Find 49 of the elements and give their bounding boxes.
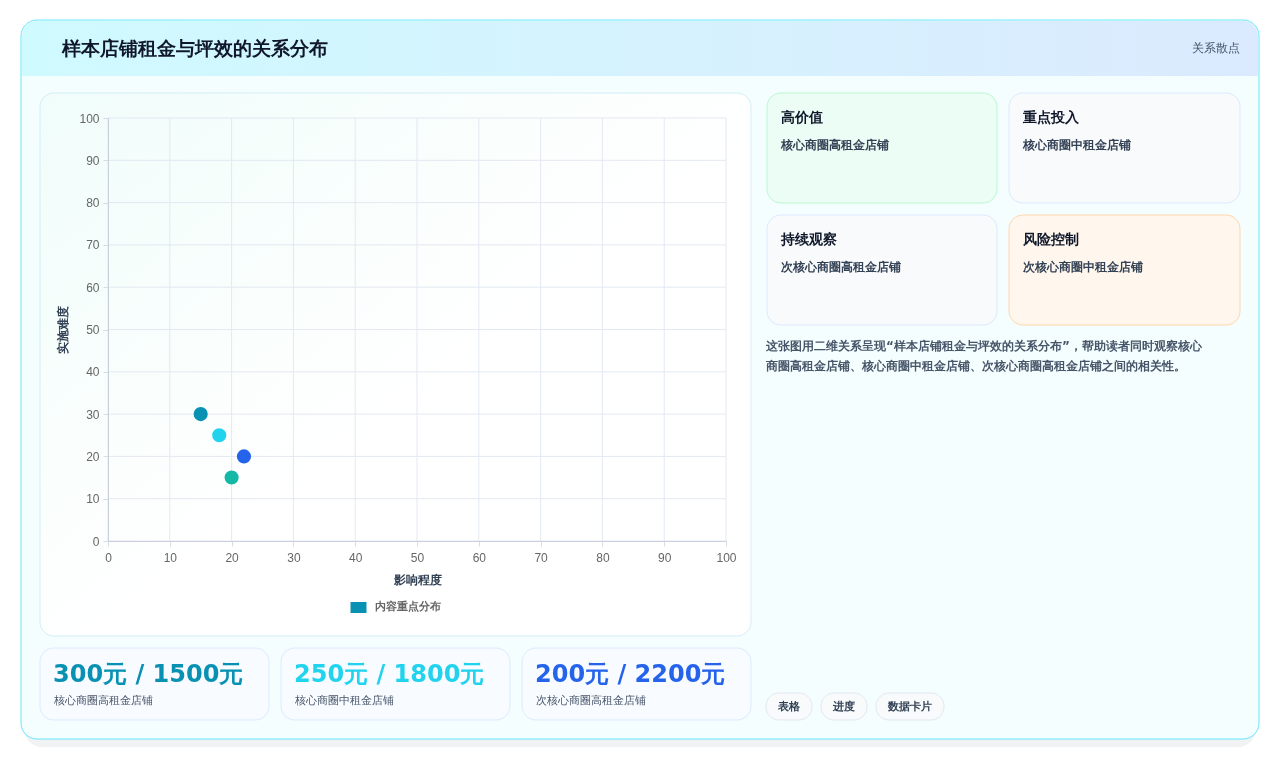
- text: 核心商圈中租金店铺: [1022, 138, 1131, 152]
- y-tick-label: 20: [86, 449, 100, 464]
- point: [193, 407, 208, 422]
- x-tick-label: 90: [658, 550, 672, 565]
- x-tick-label: 80: [596, 550, 610, 565]
- text: 表格: [777, 699, 801, 713]
- x-tick-label: 50: [410, 550, 425, 565]
- text: 核心商圈中租金店铺: [294, 694, 394, 707]
- text: 风险控制: [1022, 231, 1079, 247]
- y-tick-label: 80: [86, 196, 100, 211]
- text: 这张图用二维关系呈现“样本店铺租金与坪效的关系分布”，帮助读者同时观察核心商圈高租金店铺、核心商圈中租金店铺、次核心商圈高租金店铺之间的相关性。: [765, 339, 1203, 373]
- y-tick-label: 60: [86, 280, 100, 295]
- point: [212, 428, 227, 443]
- x-axis-title: 影响程度: [392, 572, 442, 587]
- text: 持续观察: [780, 231, 837, 247]
- text: 核心商圈高租金店铺: [780, 138, 889, 152]
- text: 250元 / 1800元: [294, 660, 485, 688]
- text: 高价值: [781, 109, 823, 125]
- text: 次核心商圈高租金店铺: [536, 694, 646, 707]
- y-tick-label: 0: [92, 534, 100, 549]
- y-tick-label: 90: [86, 153, 100, 168]
- x-tick-label: 10: [163, 550, 178, 565]
- y-tick-label: 30: [86, 407, 100, 422]
- y-tick-label: 40: [86, 365, 100, 380]
- y-axis-title: 实施难度: [55, 306, 70, 354]
- text: 300元 / 1500元: [53, 660, 244, 688]
- text: 重点投入: [1022, 109, 1080, 125]
- x-tick-label: 30: [287, 550, 301, 565]
- text: 关系散点: [1192, 41, 1240, 55]
- x-tick-label: 0: [105, 550, 113, 565]
- chart-title: 样本店铺租金与坪效的关系分布: [61, 37, 328, 59]
- y-tick-label: 10: [86, 492, 100, 507]
- point: [224, 470, 239, 485]
- y-tick-label: 70: [86, 238, 100, 253]
- x-tick-label: 60: [472, 550, 487, 565]
- point: [236, 449, 252, 464]
- text: 核心商圈高租金店铺: [53, 694, 153, 707]
- x-tick-label: 100: [716, 550, 737, 565]
- x-tick-label: 40: [349, 550, 363, 565]
- y-tick-label: 100: [79, 111, 100, 126]
- text: 数据卡片: [887, 699, 932, 713]
- text: 进度: [832, 699, 855, 713]
- x-tick-label: 70: [534, 550, 549, 565]
- y-tick-label: 50: [86, 323, 100, 337]
- text: 次核心商圈高租金店铺: [781, 260, 901, 274]
- legend-label: 内容重点分布: [374, 600, 441, 613]
- text: 200元 / 2200元: [535, 660, 726, 688]
- text: 次核心商圈中租金店铺: [1023, 260, 1143, 274]
- x-tick-label: 20: [225, 550, 240, 565]
